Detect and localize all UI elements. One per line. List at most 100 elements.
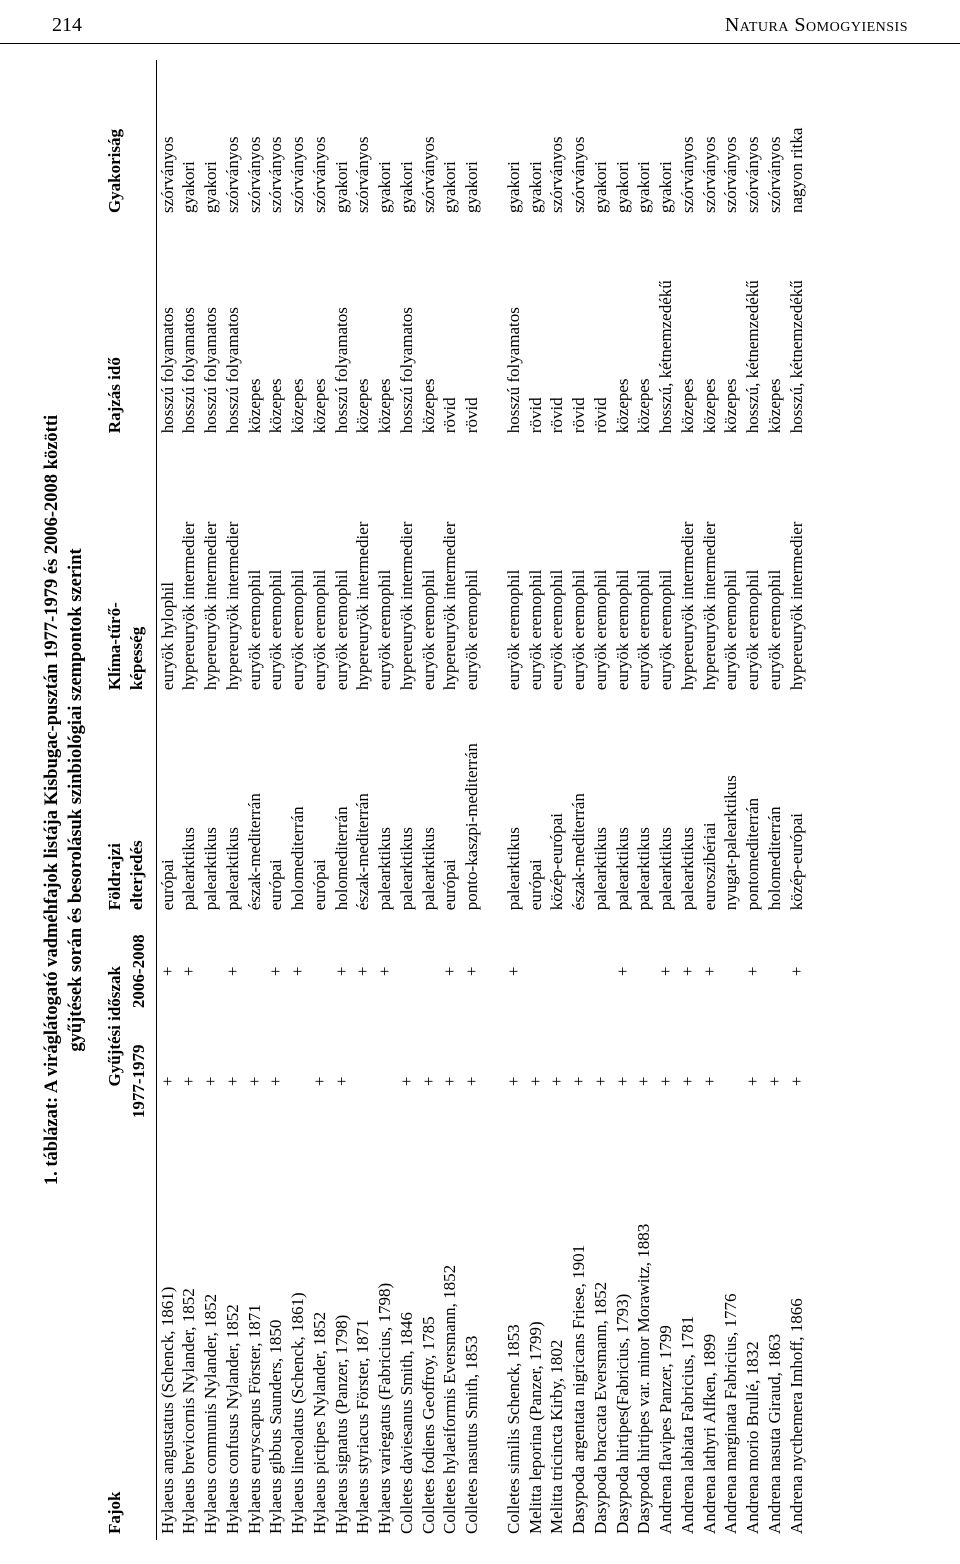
cell-klima: euryök eremophil <box>503 439 525 696</box>
cell-p1: + <box>525 1026 547 1136</box>
cell-p2: + <box>287 916 309 1026</box>
cell-gyakorisag: szórványos <box>244 60 266 219</box>
cell-klima: euryök eremophil <box>633 439 655 696</box>
cell-klima: euryök eremophil <box>287 439 309 696</box>
cell-p2: + <box>612 916 634 1026</box>
cell-p1 <box>287 1026 309 1136</box>
cell-gyakorisag: gyakori <box>590 60 612 219</box>
cell-klima: euryök eremophil <box>374 439 396 696</box>
table-row: Hylaeus angustatus (Schenck, 1861)++euró… <box>156 60 178 1540</box>
cell-foldrajzi: európai <box>265 696 287 916</box>
cell-p1: + <box>546 1026 568 1136</box>
cell-foldrajzi: észak-mediterrán <box>244 696 266 916</box>
cell-rajzas: hosszú, kétnemzedékű <box>786 219 808 439</box>
cell-rajzas: rövid <box>461 219 483 439</box>
cell-gyakorisag: szórványos <box>677 60 699 219</box>
cell-rajzas: hosszú folyamatos <box>178 219 200 439</box>
cell-rajzas: közepes <box>352 219 374 439</box>
cell-fajok: Andrena lathyri Alfken, 1899 <box>699 1136 721 1540</box>
cell-gyakorisag: szórványos <box>418 60 440 219</box>
cell-fajok: Hylaeus gibbus Saunders, 1850 <box>265 1136 287 1540</box>
table-body-1: Hylaeus angustatus (Schenck, 1861)++euró… <box>156 60 483 1540</box>
table-row: Melitta leporina (Panzer, 1799)+európaie… <box>525 60 547 1540</box>
cell-p2: + <box>156 916 178 1026</box>
cell-gyakorisag: szórványos <box>546 60 568 219</box>
table-row: Dasypoda braccata Eversmann, 1852+palear… <box>590 60 612 1540</box>
cell-p1 <box>720 1026 742 1136</box>
cell-rajzas: rövid <box>546 219 568 439</box>
cell-fajok: Hylaeus angustatus (Schenck, 1861) <box>156 1136 178 1540</box>
table-row: Hylaeus communis Nylander, 1852+palearkt… <box>200 60 222 1540</box>
cell-fajok: Hylaeus confusus Nylander, 1852 <box>222 1136 244 1540</box>
cell-gyakorisag: szórványos <box>699 60 721 219</box>
table-row: Dasypoda argentata nigricans Friese, 190… <box>568 60 590 1540</box>
cell-p1: + <box>418 1026 440 1136</box>
cell-rajzas: közepes <box>265 219 287 439</box>
cell-p2 <box>764 916 786 1026</box>
cell-gyakorisag: szórványos <box>287 60 309 219</box>
cell-rajzas: hosszú folyamatos <box>200 219 222 439</box>
table-row: Colletes fodiens Geoffroy, 1785+palearkt… <box>418 60 440 1540</box>
cell-gyakorisag: gyakori <box>525 60 547 219</box>
cell-fajok: Andrena nycthemera Imhoff, 1866 <box>786 1136 808 1540</box>
cell-rajzas: hosszú, kétnemzedékű <box>655 219 677 439</box>
cell-foldrajzi: nyugat-palearktikus <box>720 696 742 916</box>
cell-foldrajzi: európai <box>309 696 331 916</box>
cell-foldrajzi: holomediterrán <box>764 696 786 916</box>
table-body-2: Colletes similis Schenck, 1853++palearkt… <box>483 60 808 1540</box>
cell-klima: hypereuryök intermedier <box>786 439 808 696</box>
cell-foldrajzi: palearktikus <box>633 696 655 916</box>
table-title-line1: 1. táblázat: A viráglátogató vadméhfajok… <box>42 415 62 1185</box>
table-row: Colletes hylaeiformis Eversmann, 1852++e… <box>439 60 461 1540</box>
cell-p1 <box>374 1026 396 1136</box>
cell-fajok: Hylaeus styriacus Förster, 1871 <box>352 1136 374 1540</box>
cell-gyakorisag: szórványos <box>764 60 786 219</box>
cell-fajok: Colletes daviesanus Smith, 1846 <box>396 1136 418 1540</box>
cell-rajzas: közepes <box>764 219 786 439</box>
cell-p2 <box>244 916 266 1026</box>
cell-fajok: Andrena labiata Fabricius, 1781 <box>677 1136 699 1540</box>
cell-rajzas: közepes <box>699 219 721 439</box>
cell-gyakorisag: nagyon ritka <box>786 60 808 219</box>
cell-p1: + <box>309 1026 331 1136</box>
table-row: Dasypoda hirtipes var. minor Morawitz, 1… <box>633 60 655 1540</box>
cell-p2: + <box>352 916 374 1026</box>
cell-foldrajzi: palearktikus <box>612 696 634 916</box>
cell-klima: euryök eremophil <box>525 439 547 696</box>
cell-p1: + <box>265 1026 287 1136</box>
cell-klima: hypereuryök intermedier <box>352 439 374 696</box>
cell-foldrajzi: közép-európai <box>786 696 808 916</box>
table-row: Hylaeus euryscapus Förster, 1871+észak-m… <box>244 60 266 1540</box>
cell-foldrajzi: palearktikus <box>200 696 222 916</box>
cell-klima: euryök eremophil <box>612 439 634 696</box>
cell-rajzas: hosszú folyamatos <box>222 219 244 439</box>
cell-foldrajzi: észak-mediterrán <box>568 696 590 916</box>
col-foldrajzi: Földrajzi elterjedés <box>102 696 156 916</box>
cell-gyakorisag: gyakori <box>503 60 525 219</box>
cell-gyakorisag: gyakori <box>655 60 677 219</box>
cell-rajzas: rövid <box>439 219 461 439</box>
table-row: Andrena flavipes Panzer, 1799++palearkti… <box>655 60 677 1540</box>
cell-gyakorisag: gyakori <box>374 60 396 219</box>
cell-rajzas: közepes <box>244 219 266 439</box>
cell-p1: + <box>655 1026 677 1136</box>
cell-klima: hypereuryök intermedier <box>178 439 200 696</box>
journal-title: Natura Somogyiensis <box>725 14 908 37</box>
cell-p2: + <box>331 916 353 1026</box>
cell-gyakorisag: szórványos <box>222 60 244 219</box>
cell-p2 <box>396 916 418 1026</box>
cell-p1: + <box>786 1026 808 1136</box>
cell-p2 <box>720 916 742 1026</box>
cell-p1: + <box>222 1026 244 1136</box>
table-head: Fajok Gyűjtési időszak Földrajzi elterje… <box>102 60 156 1540</box>
cell-fajok: Dasypoda braccata Eversmann, 1852 <box>590 1136 612 1540</box>
cell-fajok: Andrena morio Brullé, 1832 <box>742 1136 764 1540</box>
cell-klima: euryök eremophil <box>244 439 266 696</box>
cell-foldrajzi: palearktikus <box>222 696 244 916</box>
cell-p2 <box>525 916 547 1026</box>
cell-gyakorisag: gyakori <box>439 60 461 219</box>
cell-klima: euryök eremophil <box>568 439 590 696</box>
cell-klima: euryök eremophil <box>655 439 677 696</box>
cell-foldrajzi: palearktikus <box>677 696 699 916</box>
table-row: Hylaeus brevicornis Nylander, 1852++pale… <box>178 60 200 1540</box>
